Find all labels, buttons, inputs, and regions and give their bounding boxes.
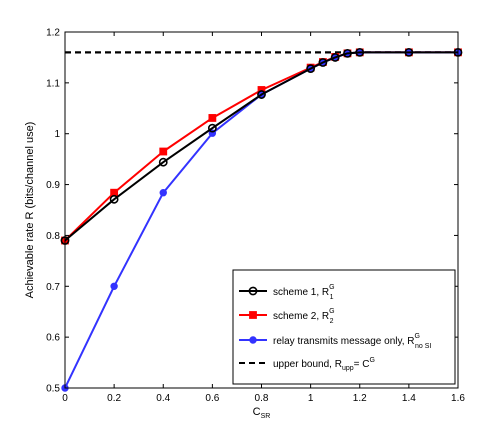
- series-1-point-3: [208, 114, 217, 122]
- legend-entry-3: upper bound, Rupp= CG: [273, 357, 375, 372]
- x-tick-label-5: 1: [308, 393, 314, 404]
- series-1-point-2: [159, 147, 168, 156]
- series-0-point-3: [207, 123, 217, 133]
- series-0-point-4: [257, 90, 266, 99]
- y-tick-label-2: 0.7: [46, 282, 60, 293]
- legend-marker-0: [248, 286, 258, 296]
- x-tick-label-4: 0.8: [255, 393, 269, 404]
- series-0-point-9: [355, 47, 365, 57]
- series-2-point-2: [159, 189, 167, 197]
- series-0: [60, 47, 463, 245]
- y-tick-label-4: 0.9: [46, 180, 60, 191]
- y-tick-label-5: 1: [54, 129, 60, 140]
- x-tick-label-7: 1.4: [402, 393, 416, 404]
- legend-entry-0: scheme 1, RG 1: [273, 284, 335, 301]
- ticks-layer: 0 0.2 0.4 0.6 0.8 1 1.2 1.4 1.6 0.5 0.6 0.7 0.8 0.9 1 1…: [46, 28, 465, 405]
- series-0-point-7: [330, 53, 340, 62]
- legend-entry-1: scheme 2, RG 2: [273, 308, 335, 325]
- y-axis-label: Achievable rate R (bits/channel use): [24, 122, 36, 299]
- legend-box: [232, 269, 456, 385]
- y-tick-label-6: 1.1: [46, 78, 60, 89]
- y-tick-label-3: 0.8: [46, 231, 60, 242]
- series-2-point-1: [110, 282, 118, 290]
- series-0-point-10: [404, 47, 414, 57]
- x-tick-label-2: 0.4: [156, 393, 170, 404]
- series-0-point-8: [343, 48, 352, 58]
- series-0-point-2: [158, 157, 168, 167]
- series-0-point-1: [109, 194, 119, 204]
- x-tick-label-8: 1.6: [451, 393, 465, 404]
- y-tick-label-1: 0.6: [46, 333, 60, 344]
- x-tick-label-1: 0.2: [107, 393, 121, 404]
- y-tick-label-0: 0.5: [46, 384, 60, 395]
- x-tick-label-6: 1.2: [353, 393, 367, 404]
- x-tick-label-0: 0: [62, 393, 68, 404]
- y-tick-label-7: 1.2: [46, 28, 60, 39]
- series-line-0: [64, 51, 458, 242]
- legend: scheme 1, RG 1 scheme 2, RG 2 relay transmit…: [232, 269, 456, 385]
- series-0-point-5: [306, 64, 316, 74]
- legend-marker-1: [249, 311, 257, 319]
- x-axis-label: CSR: [253, 406, 271, 420]
- legend-entry-2: relay transmits message only, RG no SI: [273, 333, 431, 350]
- legend-marker-2: [249, 336, 257, 344]
- series-0-point-6: [318, 58, 328, 67]
- x-tick-label-3: 0.6: [205, 393, 219, 404]
